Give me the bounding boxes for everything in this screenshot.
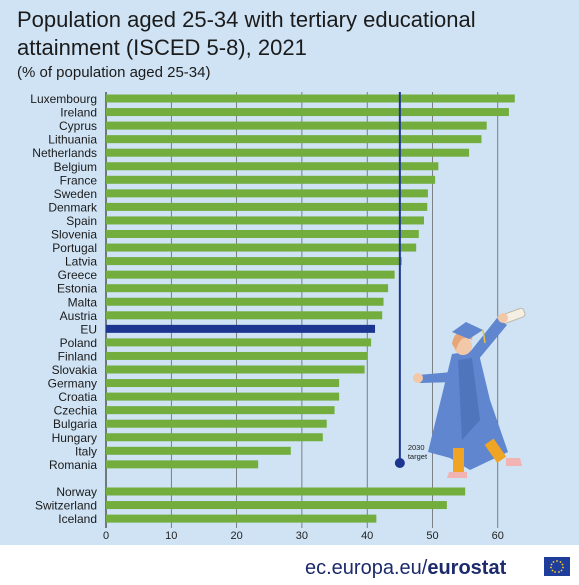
category-label: Lithuania	[48, 133, 97, 147]
category-label: Croatia	[58, 390, 97, 404]
category-label: Switzerland	[35, 499, 97, 513]
x-tick-label: 20	[230, 530, 242, 542]
category-label: Austria	[60, 309, 98, 323]
x-tick-label: 30	[296, 530, 308, 542]
category-label: Luxembourg	[30, 92, 97, 106]
category-label: Portugal	[52, 241, 97, 255]
bar	[106, 189, 428, 198]
bar	[106, 284, 389, 293]
bar	[106, 365, 365, 374]
bar	[106, 338, 372, 347]
category-label: Germany	[48, 377, 97, 391]
category-label: Latvia	[65, 255, 97, 269]
category-label: Greece	[58, 268, 98, 282]
category-label: France	[60, 173, 98, 187]
bar	[106, 379, 340, 388]
category-label: Slovakia	[52, 363, 98, 377]
bar	[106, 311, 383, 320]
bar	[106, 297, 384, 306]
category-label: Sweden	[54, 187, 97, 201]
category-label: Iceland	[58, 512, 97, 526]
category-label: Ireland	[60, 106, 97, 120]
category-label: EU	[80, 322, 97, 336]
eu-flag-icon	[544, 557, 570, 576]
bar	[106, 121, 487, 130]
bar	[106, 243, 417, 252]
footer-credit[interactable]: ec.europa.eu/eurostat	[305, 557, 507, 579]
category-label: Denmark	[48, 200, 98, 214]
category-label: Estonia	[57, 282, 97, 296]
bar	[106, 202, 428, 211]
x-tick-label: 40	[361, 530, 373, 542]
category-label: Netherlands	[32, 146, 97, 160]
graduate-illustration	[413, 307, 526, 478]
bar	[106, 460, 259, 469]
bar-eu	[106, 324, 376, 333]
bar	[106, 514, 377, 523]
bar	[106, 392, 340, 401]
bar	[106, 94, 515, 103]
target-label: target	[408, 452, 428, 461]
bar	[106, 446, 291, 455]
category-label: Romania	[49, 458, 97, 472]
bar	[106, 501, 447, 510]
bar	[106, 230, 419, 238]
category-label: Czechia	[54, 404, 98, 418]
x-tick-label: 50	[426, 530, 438, 542]
category-label: Norway	[56, 485, 97, 499]
bar-chart: LuxembourgIrelandCyprusLithuaniaNetherla…	[30, 92, 526, 542]
chart-title: Population aged 25-34 with tertiary educ…	[17, 7, 476, 60]
category-label: Italy	[75, 444, 97, 458]
category-label: Belgium	[54, 160, 97, 174]
category-label: Hungary	[52, 431, 97, 445]
bar	[106, 419, 327, 428]
bar	[106, 148, 470, 157]
bar	[106, 487, 466, 496]
bar	[106, 216, 425, 225]
bar	[106, 162, 439, 171]
category-label: Cyprus	[59, 119, 97, 133]
category-label: Malta	[68, 295, 98, 309]
x-tick-label: 0	[103, 530, 109, 542]
bar	[106, 351, 368, 360]
bar	[106, 175, 436, 184]
chart-subtitle: (% of population aged 25-34)	[17, 64, 211, 81]
target-label: 2030	[408, 443, 425, 452]
category-label: Poland	[60, 336, 97, 350]
bar	[106, 108, 509, 117]
x-tick-label: 60	[492, 530, 504, 542]
category-label: Finland	[58, 349, 97, 363]
bar	[106, 257, 402, 266]
x-tick-label: 10	[165, 530, 177, 542]
target-marker	[394, 458, 405, 468]
bar	[106, 406, 335, 415]
category-label: Slovenia	[51, 228, 97, 242]
bar	[106, 433, 323, 442]
bar	[106, 270, 395, 279]
category-label: Bulgaria	[53, 417, 97, 431]
bar	[106, 135, 482, 144]
category-label: Spain	[66, 214, 97, 228]
